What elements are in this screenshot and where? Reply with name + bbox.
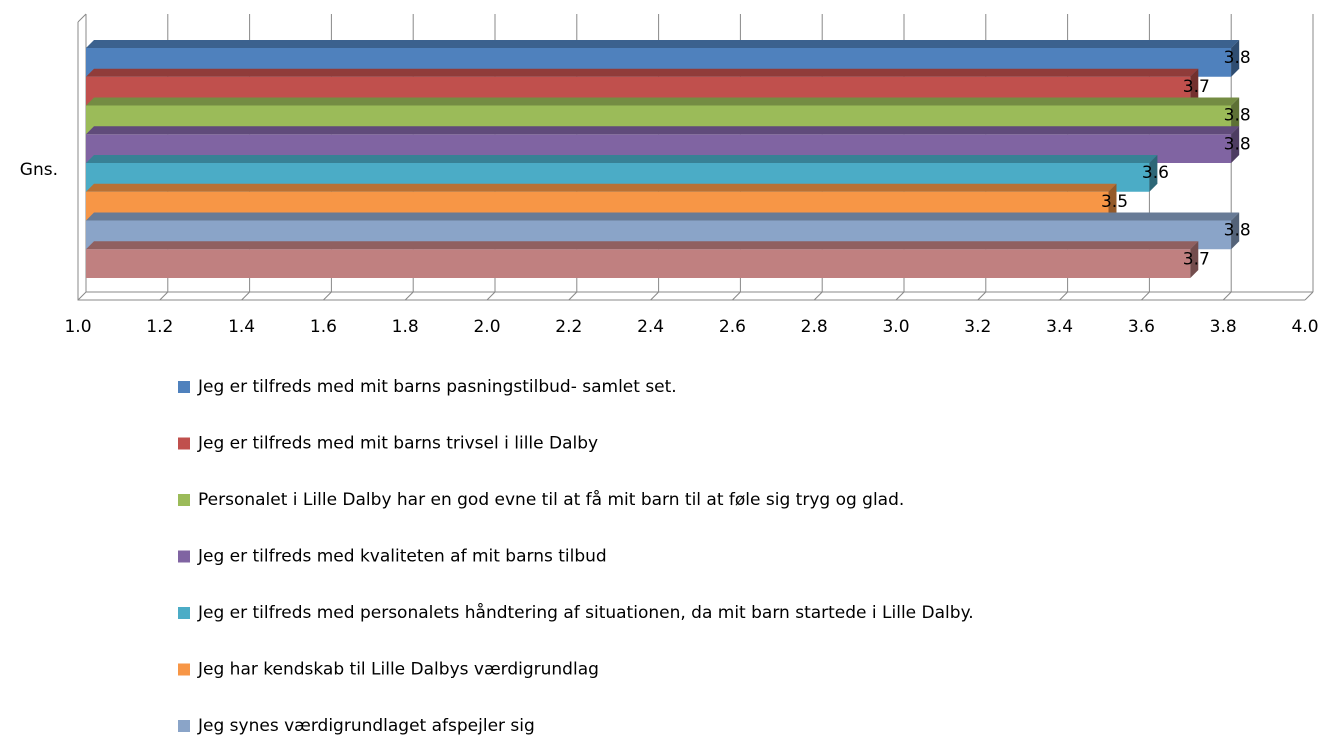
data-label: 3.8 — [1224, 106, 1251, 126]
tick-mark — [241, 291, 250, 301]
legend-swatch — [178, 607, 190, 619]
legend-label: Jeg er tilfreds med personalets håndteri… — [197, 602, 974, 623]
bar-front — [86, 249, 1191, 278]
tick-mark — [895, 291, 905, 301]
x-tick-label: 3.2 — [964, 317, 991, 337]
legend-label: Jeg synes værdigrundlaget afspejler sig — [197, 716, 535, 736]
bar-top — [86, 241, 1199, 250]
x-tick-label: 4.0 — [1291, 317, 1318, 337]
data-label: 3.7 — [1183, 77, 1210, 97]
x-tick-label: 2.6 — [719, 317, 746, 337]
legend-label: Jeg er tilfreds med mit barns pasningsti… — [197, 377, 677, 397]
tick-mark — [1304, 291, 1314, 301]
data-label: 3.6 — [1142, 163, 1169, 183]
data-label: 3.7 — [1183, 249, 1210, 269]
bar — [86, 241, 1199, 278]
x-tick-label: 1.0 — [64, 317, 91, 337]
bar-top — [86, 68, 1199, 77]
bar-side — [1231, 212, 1240, 250]
data-label: 3.8 — [1224, 221, 1251, 241]
data-label: 3.5 — [1101, 192, 1128, 212]
tick-mark — [1222, 291, 1232, 301]
legend-label: Jeg har kendskab til Lille Dalbys værdig… — [197, 660, 599, 680]
legend-label: Jeg er tilfreds med kvaliteten af mit ba… — [197, 547, 607, 567]
tick-mark — [159, 291, 169, 301]
x-tick-label: 3.4 — [1046, 317, 1073, 337]
legend-swatch — [178, 381, 190, 393]
bar-side — [1231, 40, 1240, 77]
tick-mark — [1059, 291, 1068, 301]
bar-top — [86, 212, 1240, 221]
legend-swatch — [178, 663, 190, 676]
bar-side — [1231, 126, 1240, 163]
wall-edge — [77, 13, 87, 23]
x-tick-label: 3.0 — [882, 317, 909, 337]
tick-mark — [732, 291, 741, 301]
tick-mark — [977, 291, 987, 301]
legend-swatch — [178, 494, 190, 506]
tick-mark — [813, 291, 823, 301]
bar-top — [86, 183, 1117, 192]
x-tick-label: 2.8 — [801, 317, 828, 337]
x-tick-label: 1.2 — [146, 317, 173, 337]
data-label: 3.8 — [1224, 134, 1251, 154]
x-tick-label: 1.8 — [392, 317, 419, 337]
tick-mark — [1141, 291, 1150, 301]
tick-mark — [650, 291, 659, 301]
legend-swatch — [178, 550, 190, 563]
bar-side — [1108, 183, 1117, 221]
data-label: 3.8 — [1224, 48, 1251, 68]
x-tick-label: 3.8 — [1210, 317, 1237, 337]
x-tick-label: 2.4 — [637, 317, 664, 337]
tick-mark — [404, 291, 414, 301]
bar-side — [1190, 241, 1199, 278]
legend-label: Jeg er tilfreds med mit barns trivsel i … — [197, 434, 598, 454]
bar-side — [1149, 155, 1158, 192]
legend-label: Personalet i Lille Dalby har en god evne… — [198, 489, 904, 510]
y-tick-label: Gns. — [20, 160, 58, 180]
x-tick-label: 3.6 — [1128, 317, 1155, 337]
x-tick-label: 2.2 — [555, 317, 582, 337]
bar-side — [1231, 97, 1240, 135]
legend-swatch — [178, 437, 190, 450]
x-tick-label: 2.0 — [473, 317, 500, 337]
x-tick-label: 1.6 — [310, 317, 337, 337]
bar-top — [86, 126, 1240, 135]
tick-mark — [323, 291, 332, 301]
x-tick-label: 1.4 — [228, 317, 255, 337]
bar-top — [86, 40, 1240, 48]
bar-side — [1190, 68, 1199, 106]
tick-mark — [77, 291, 87, 301]
bar-top — [86, 97, 1240, 106]
bar-top — [86, 155, 1158, 163]
tick-mark — [568, 291, 578, 301]
legend-swatch — [178, 720, 190, 732]
tick-mark — [486, 291, 496, 301]
